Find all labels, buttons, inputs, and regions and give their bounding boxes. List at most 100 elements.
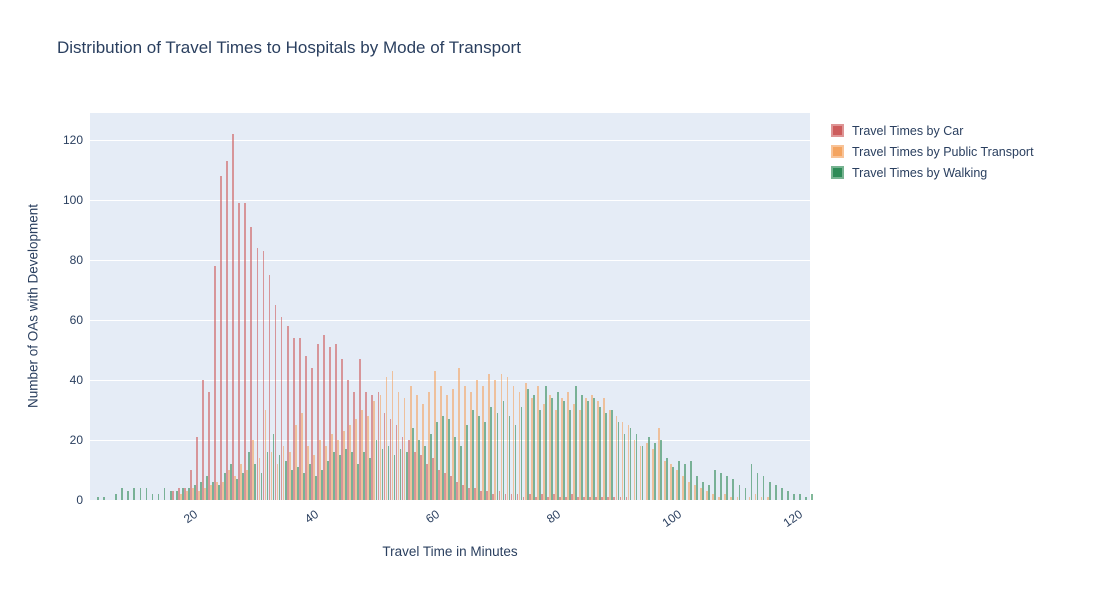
histogram-bar xyxy=(238,203,241,500)
histogram-bar xyxy=(546,497,549,500)
legend-item-walking[interactable]: Travel Times by Walking xyxy=(831,162,1034,183)
histogram-bar xyxy=(486,491,489,500)
histogram-bar xyxy=(171,491,174,500)
histogram-bar xyxy=(270,452,273,500)
histogram-bar xyxy=(605,413,608,500)
histogram-bar xyxy=(714,470,717,500)
histogram-bar xyxy=(438,470,440,500)
histogram-bar xyxy=(750,464,753,500)
histogram-bar xyxy=(621,422,624,500)
histogram-bar xyxy=(288,452,291,500)
histogram-bar xyxy=(272,434,275,500)
histogram-bar xyxy=(532,395,535,500)
legend: Travel Times by Car Travel Times by Publ… xyxy=(831,120,1034,183)
histogram-bar xyxy=(212,482,214,500)
histogram-bar xyxy=(510,494,513,500)
histogram-bar xyxy=(613,497,616,500)
histogram-bar xyxy=(669,464,672,500)
histogram-bar xyxy=(343,431,345,500)
histogram-bar xyxy=(718,497,721,500)
histogram-bar xyxy=(252,440,255,500)
histogram-bar xyxy=(720,473,723,500)
gridline xyxy=(90,259,810,261)
histogram-bar xyxy=(399,449,402,500)
histogram-bar xyxy=(665,458,668,500)
histogram-bar xyxy=(514,425,517,500)
histogram-bar xyxy=(187,488,190,500)
histogram-bar xyxy=(395,425,398,500)
histogram-bar xyxy=(538,410,541,500)
histogram-bar xyxy=(290,470,293,500)
histogram-bar xyxy=(196,437,198,500)
gridline xyxy=(90,379,810,381)
histogram-bar xyxy=(200,482,202,500)
histogram-bar xyxy=(593,398,596,500)
histogram-bar xyxy=(766,497,769,500)
histogram-bar xyxy=(218,485,220,500)
histogram-bar xyxy=(736,497,739,500)
histogram-bar xyxy=(639,446,642,500)
histogram-bar xyxy=(367,416,370,500)
histogram-bar xyxy=(375,440,378,500)
histogram-bar xyxy=(361,410,364,500)
histogram-bar xyxy=(256,248,259,500)
histogram-bar xyxy=(573,404,575,500)
histogram-bar xyxy=(565,497,567,500)
histogram-bar xyxy=(317,344,319,500)
histogram-bar xyxy=(216,482,218,500)
histogram-bar xyxy=(333,452,335,500)
histogram-bar xyxy=(526,389,529,500)
histogram-bar xyxy=(246,470,249,500)
histogram-bar xyxy=(657,428,660,500)
histogram-bar xyxy=(436,422,438,500)
histogram-bar xyxy=(456,482,458,500)
histogram-bar xyxy=(792,494,795,500)
legend-item-car[interactable]: Travel Times by Car xyxy=(831,120,1034,141)
histogram-bar xyxy=(651,449,654,500)
histogram-bar xyxy=(530,398,533,500)
histogram-bar xyxy=(589,497,592,500)
histogram-bar xyxy=(224,473,226,500)
histogram-bar xyxy=(280,317,283,500)
histogram-bar xyxy=(282,446,285,500)
histogram-bar xyxy=(799,494,801,500)
histogram-bar xyxy=(189,470,192,500)
histogram-bar xyxy=(502,401,505,500)
histogram-bar xyxy=(363,452,366,500)
y-axis-title: Number of OAs with Development xyxy=(25,203,41,409)
histogram-bar xyxy=(599,407,602,500)
histogram-bar xyxy=(567,392,569,500)
histogram-bar xyxy=(466,425,468,500)
histogram-bar xyxy=(383,413,386,500)
histogram-bar xyxy=(421,404,424,500)
histogram-bar xyxy=(786,491,789,500)
histogram-bar xyxy=(575,386,577,500)
histogram-bar xyxy=(242,473,245,500)
histogram-bar xyxy=(234,476,237,500)
histogram-bar xyxy=(355,419,358,500)
histogram-bar xyxy=(264,410,267,500)
histogram-bar xyxy=(504,494,507,500)
histogram-bar xyxy=(296,467,299,500)
histogram-bar xyxy=(286,326,289,500)
histogram-bar xyxy=(726,476,729,500)
histogram-bar xyxy=(248,452,251,500)
histogram-bar xyxy=(425,464,428,500)
histogram-bar xyxy=(405,452,408,500)
histogram-bar xyxy=(460,446,462,500)
histogram-bar xyxy=(591,395,594,500)
histogram-bar xyxy=(276,464,279,500)
histogram-bar xyxy=(528,494,531,500)
histogram-bar xyxy=(442,416,444,500)
histogram-bar xyxy=(611,410,614,500)
histogram-bar xyxy=(103,497,105,500)
histogram-bar xyxy=(601,497,604,500)
plot-area[interactable] xyxy=(90,113,813,501)
histogram-bar xyxy=(678,461,680,500)
legend-item-public-transport[interactable]: Travel Times by Public Transport xyxy=(831,141,1034,162)
x-tick-label: 20 xyxy=(180,507,200,527)
histogram-bar xyxy=(198,491,200,500)
histogram-bar xyxy=(250,227,253,500)
histogram-bar xyxy=(577,497,579,500)
